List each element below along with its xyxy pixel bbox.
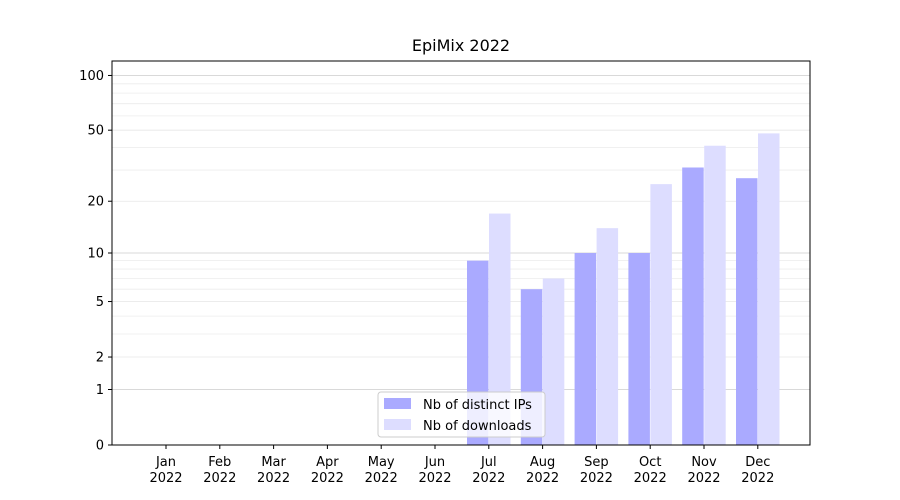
x-tick-label-year: 2022 [580, 471, 613, 486]
x-tick-label-year: 2022 [634, 471, 667, 486]
x-tick-label-year: 2022 [311, 471, 344, 486]
legend-swatch-distinct-ips [384, 398, 411, 409]
chart-title: EpiMix 2022 [412, 36, 510, 55]
x-tick-label-month: Dec [745, 455, 770, 470]
x-tick-label-month: Jul [480, 455, 497, 470]
axis-layer: 0125102050100Jan2022Feb2022Mar2022Apr202… [79, 69, 774, 486]
x-tick-label-month: Oct [639, 455, 661, 470]
legend-label-downloads: Nb of downloads [423, 419, 532, 434]
x-tick-label-year: 2022 [687, 471, 720, 486]
bar-distinct-ips [736, 178, 758, 446]
bar-downloads [704, 145, 726, 445]
x-tick-label-year: 2022 [526, 471, 559, 486]
y-tick-label: 10 [87, 247, 104, 262]
x-tick-label-month: Sep [584, 455, 609, 470]
x-tick-label-year: 2022 [149, 471, 182, 486]
y-tick-label: 50 [87, 124, 104, 139]
x-tick-label-month: Nov [691, 455, 717, 470]
x-tick-label-month: Apr [316, 455, 339, 470]
bar-downloads [542, 278, 565, 445]
y-tick-label: 1 [96, 383, 104, 398]
x-tick-label-year: 2022 [472, 471, 505, 486]
x-tick-label-year: 2022 [418, 471, 451, 486]
y-tick-label: 5 [96, 295, 104, 310]
y-tick-label: 100 [79, 69, 104, 84]
bar-distinct-ips [574, 253, 597, 445]
x-tick-label-year: 2022 [365, 471, 398, 486]
bar-distinct-ips [628, 253, 650, 445]
bar-downloads [758, 133, 780, 445]
x-tick-label-month: Mar [261, 455, 286, 470]
legend-label-distinct-ips: Nb of distinct IPs [423, 398, 532, 413]
legend-swatch-downloads [384, 419, 411, 430]
x-tick-label-year: 2022 [741, 471, 774, 486]
bar-distinct-ips [682, 167, 704, 445]
legend: Nb of distinct IPs Nb of downloads [377, 391, 546, 438]
bar-downloads [489, 213, 511, 445]
bar-downloads [650, 184, 672, 446]
x-tick-label-month: May [368, 455, 395, 470]
y-tick-label: 20 [87, 195, 104, 210]
y-tick-label: 2 [96, 351, 104, 366]
legend-box [377, 391, 546, 438]
x-tick-label-year: 2022 [203, 471, 236, 486]
x-tick-label-year: 2022 [257, 471, 290, 486]
bars-layer [467, 133, 780, 446]
bar-downloads [596, 228, 619, 445]
x-tick-label-month: Aug [530, 455, 555, 470]
x-tick-label-month: Jan [155, 455, 176, 470]
x-tick-label-month: Jun [424, 455, 445, 470]
grid-layer [112, 75, 810, 390]
y-tick-label: 0 [96, 439, 104, 454]
x-tick-label-month: Feb [208, 455, 231, 470]
